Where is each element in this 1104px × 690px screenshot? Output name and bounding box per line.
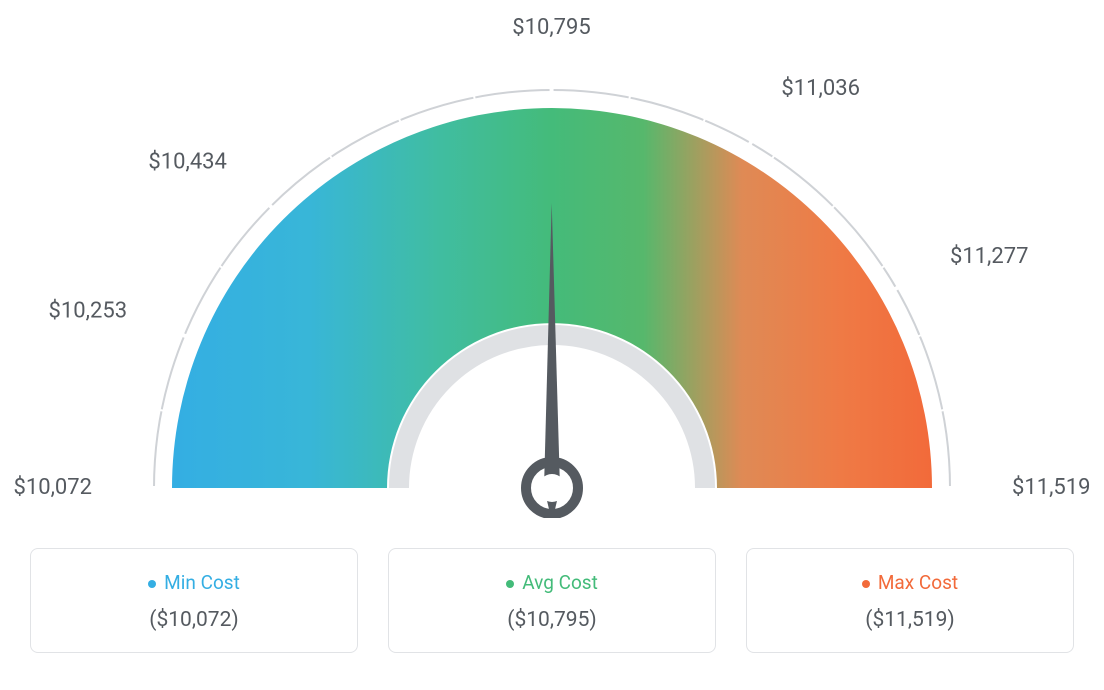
legend-row: Min Cost ($10,072) Avg Cost ($10,795) Ma… xyxy=(0,548,1104,653)
gauge-tick-label: $10,795 xyxy=(512,18,591,40)
gauge-tick-label: $10,253 xyxy=(49,299,128,324)
gauge-tick-label: $11,277 xyxy=(950,244,1029,269)
gauge-tick-label: $10,072 xyxy=(13,475,92,500)
legend-avg-title: Avg Cost xyxy=(389,571,715,594)
legend-max-dot xyxy=(862,580,870,588)
legend-avg-box: Avg Cost ($10,795) xyxy=(388,548,716,653)
legend-min-title: Min Cost xyxy=(31,571,357,594)
legend-max-value: ($11,519) xyxy=(747,608,1073,632)
gauge-chart-container: $10,072 $10,253 $10,434 $10,795 $11,036 $11,2… xyxy=(0,0,1104,690)
legend-avg-value: ($10,795) xyxy=(389,608,715,632)
legend-min-value: ($10,072) xyxy=(31,608,357,632)
legend-max-title: Max Cost xyxy=(747,571,1073,594)
gauge-tick-label: $10,434 xyxy=(148,149,227,174)
gauge-svg: $10,072 $10,253 $10,434 $10,795 $11,036 $11,2… xyxy=(0,18,1104,518)
gauge-area: $10,072 $10,253 $10,434 $10,795 $11,036 $11,2… xyxy=(0,18,1104,518)
legend-max-box: Max Cost ($11,519) xyxy=(746,548,1074,653)
gauge-tick-label: $11,519 xyxy=(1012,475,1091,500)
legend-avg-dot xyxy=(506,580,514,588)
legend-min-title-text: Min Cost xyxy=(164,571,240,594)
gauge-tick-label: $11,036 xyxy=(781,76,860,101)
legend-min-dot xyxy=(148,580,156,588)
legend-min-box: Min Cost ($10,072) xyxy=(30,548,358,653)
legend-max-title-text: Max Cost xyxy=(878,571,958,594)
legend-avg-title-text: Avg Cost xyxy=(522,571,598,594)
